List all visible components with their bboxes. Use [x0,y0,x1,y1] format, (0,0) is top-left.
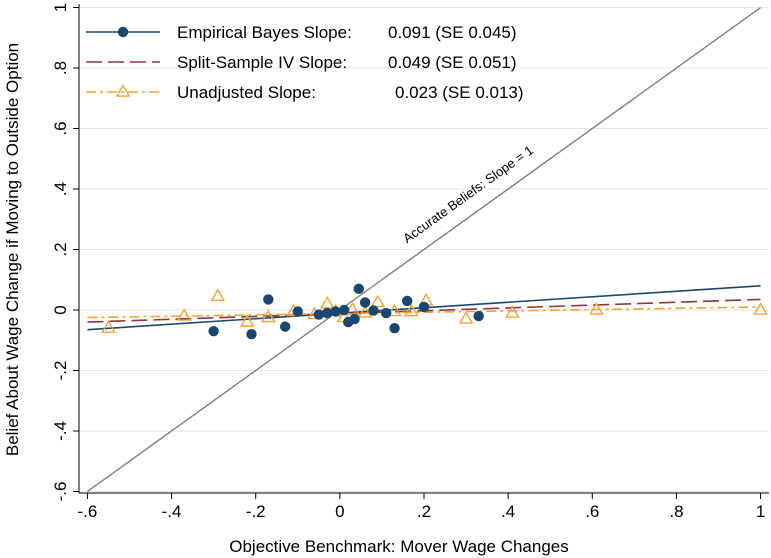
legend-value: 0.023 (SE 0.013) [395,83,524,102]
legend-value: 0.091 (SE 0.045) [388,23,517,42]
axes: -.6 -.4 -.2 0 .2 .4 .6 .8 1 -.6 -.4 -.2 0 .2 .4 .6 .8 1 [51,3,769,521]
unadjusted-point [403,303,419,317]
unadjusted-point [458,311,474,324]
y-tick-label: .2 [51,242,70,256]
y-tick-label: .6 [51,121,70,135]
empirical-bayes-point [380,307,392,319]
legend-label: Empirical Bayes Slope: [177,23,352,42]
x-tick-label: -.4 [162,502,182,521]
x-tick-label: -.2 [246,502,266,521]
accurate-beliefs-line [87,6,761,493]
empirical-bayes-point [313,309,325,320]
unadjusted-point [504,305,520,318]
unadjusted-point [101,320,116,333]
unadjusted-point [753,302,768,315]
empirical-bayes-point [338,304,350,316]
x-tick-label: -.6 [77,502,97,521]
empirical-bayes-point [349,313,360,325]
y-tick-label: -.2 [51,361,70,381]
empirical-bayes-point [279,321,291,332]
legend-value: 0.049 (SE 0.051) [388,53,517,72]
x-tick-label: 0 [335,502,344,521]
legend-label: Split-Sample IV Slope: [177,53,347,72]
y-tick-label: -.4 [51,421,70,441]
legend-unadjusted: Unadjusted Slope: 0.023 (SE 0.013) [86,83,524,102]
empirical-bayes-point [330,306,341,317]
unadjusted-point [387,303,402,317]
empirical-bayes-point [389,322,400,334]
unadjusted-point [210,288,226,302]
empirical-bayes-point [418,301,430,313]
data-markers [101,283,768,340]
legend-split-sample-iv: Split-Sample IV Slope: 0.049 (SE 0.051) [86,53,517,72]
x-tick-label: .6 [585,502,599,521]
empirical-bayes-point [401,295,413,307]
empirical-bayes-point [473,310,484,322]
empirical-bayes-point [208,325,219,337]
empirical-bayes-point [263,294,274,305]
unadjusted-point [239,314,255,327]
unadjusted-point [176,308,192,321]
empirical-bayes-point [353,283,364,295]
x-tick-label: .4 [501,502,515,521]
empirical-bayes-point [246,328,257,340]
unadjusted-point [370,294,386,308]
x-tick-label: .8 [669,502,683,521]
y-tick-label: .8 [51,61,70,75]
y-tick-label: 1 [51,3,70,12]
legend-marker [117,26,129,38]
unadjusted-fit-line [87,306,761,319]
legend-marker [115,84,131,97]
grid [79,7,769,492]
y-tick-label: -.6 [51,482,70,502]
unadjusted-point [260,309,276,323]
empirical-bayes-point [292,306,303,317]
unadjusted-point [345,302,360,315]
empirical-bayes-point [322,307,333,319]
empirical-bayes-point [368,305,379,316]
empirical-bayes-point [359,297,371,308]
legend-empirical-bayes: Empirical Bayes Slope: 0.091 (SE 0.045) [86,23,517,42]
legend: Empirical Bayes Slope: 0.091 (SE 0.045) Sp… [86,23,524,102]
x-axis-title: Objective Benchmark: Mover Wage Changes [229,537,569,556]
x-tick-label: .2 [417,502,431,521]
x-tick-label: 1 [756,502,765,521]
legend-label: Unadjusted Slope: [177,83,316,102]
y-axis-title: Belief About Wage Change if Moving to Ou… [3,43,22,456]
unadjusted-point [589,302,604,315]
y-tick-label: .4 [51,182,70,196]
unadjusted-point [357,305,373,318]
y-tick-label: 0 [51,305,70,314]
